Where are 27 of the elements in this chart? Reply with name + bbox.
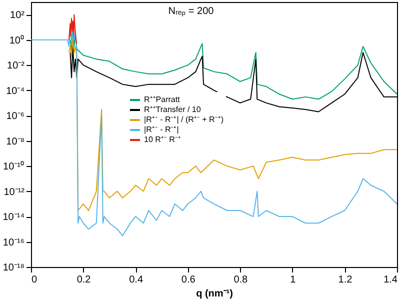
y-tick-label: 10⁻⁴ [6, 86, 24, 97]
legend-label: |R⁺⁻ - R⁻⁺| [144, 125, 179, 134]
x-tick-label: 1.2 [338, 274, 353, 286]
x-tick-label: 0 [32, 274, 38, 286]
y-tick-label: 10⁻¹⁶ [2, 237, 24, 248]
y-tick-label: 10⁻² [7, 60, 26, 72]
y-tick-label: 10⁻⁶ [6, 111, 24, 122]
y-tick-label: 10⁻¹⁰ [3, 160, 24, 173]
legend-label: R⁺⁺Parratt [144, 95, 181, 104]
y-tick-label: 10² [10, 10, 26, 22]
x-axis-title: q (nm⁻¹) [196, 288, 233, 300]
x-tick-label: 0.4 [129, 274, 144, 286]
x-tick-label: 1.4 [384, 274, 398, 286]
x-tick-label: 0.6 [181, 274, 196, 286]
y-tick-label: 10⁻¹⁸ [2, 262, 24, 274]
annotation: Nᵣₑₚ = 200 [168, 6, 214, 17]
legend-label: R⁺⁺Transfer / 10 [144, 105, 202, 114]
legend-label: |R⁺⁻ - R⁻⁺| / (R⁺⁻ + R⁻⁺) [144, 115, 224, 124]
x-tick-label: 0.2 [76, 274, 92, 286]
y-tick-label: 10⁻¹⁴ [2, 212, 24, 224]
y-tick-label: 10⁰ [9, 34, 24, 46]
x-tick-label: 0.8 [234, 274, 248, 286]
legend-label: 10 R⁺⁻ R⁻⁺ [144, 135, 181, 144]
y-tick-label: 10⁻¹² [4, 186, 26, 198]
line-series [68, 14, 78, 44]
x-tick-label: 1 [290, 274, 296, 286]
y-tick-label: 10⁻⁸ [6, 136, 24, 148]
